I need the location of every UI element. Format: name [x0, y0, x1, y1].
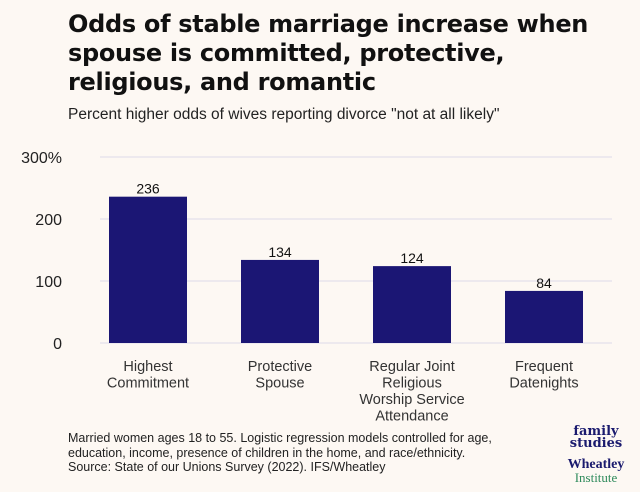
- bar: [373, 266, 451, 343]
- y-tick-label: 200: [35, 212, 62, 229]
- data-label: 84: [536, 275, 552, 291]
- footnote-source: Source: State of our Unions Survey (2022…: [68, 460, 386, 474]
- data-label: 124: [400, 250, 424, 266]
- y-tick-label: 0: [53, 336, 62, 353]
- bars: [109, 196, 583, 343]
- x-tick-label-line: Datenights: [509, 376, 578, 392]
- x-tick-label: Frequent Datenights: [509, 359, 578, 392]
- bar-chart: 0 100 200 300% 236 134 124 84 Highest Commitmen…: [21, 150, 612, 425]
- wheatley-institute-logo: Wheatley Institute: [556, 457, 636, 485]
- bar: [109, 196, 187, 343]
- y-tick-label: 100: [35, 274, 62, 291]
- logo-studies-text: studies: [569, 436, 623, 451]
- chart-subtitle: Percent higher odds of wives reporting d…: [68, 106, 500, 123]
- logo-family-text: family: [573, 424, 619, 439]
- x-tick-label-line: Worship Service: [359, 392, 464, 408]
- x-tick-label-line: Regular Joint: [369, 359, 454, 375]
- chart-title: Odds of stable marriage increase when sp…: [68, 10, 589, 96]
- bar: [241, 259, 319, 343]
- x-tick-label-line: Spouse: [255, 376, 304, 392]
- x-tick-label: Regular Joint Religious Worship Service Att…: [359, 359, 464, 425]
- x-tick-label-line: Commitment: [107, 376, 189, 392]
- footnote-line-2: education, income, presence of children …: [68, 445, 466, 460]
- family-studies-logo: family studies: [560, 424, 632, 451]
- logo-institute-text: Institute: [574, 470, 618, 485]
- data-label: 236: [136, 181, 160, 197]
- x-tick-label: Highest Commitment: [107, 359, 189, 392]
- footnote-line-1: Married women ages 18 to 55. Logistic re…: [68, 431, 492, 445]
- y-axis-tick-labels: 0 100 200 300%: [21, 150, 62, 353]
- data-label: 134: [268, 244, 292, 260]
- x-axis-tick-labels: Highest Commitment Protective Spouse Regular…: [107, 359, 579, 425]
- x-tick-label-line: Religious: [382, 376, 442, 392]
- y-tick-label: 300%: [21, 150, 62, 167]
- x-tick-label: Protective Spouse: [248, 359, 312, 392]
- x-tick-label-line: Protective: [248, 359, 312, 375]
- bar: [505, 290, 583, 343]
- logo-wheatley-text: Wheatley: [567, 457, 625, 472]
- x-tick-label-line: Highest: [123, 359, 172, 375]
- data-labels: 236 134 124 84: [136, 181, 552, 291]
- x-tick-label-line: Frequent: [515, 359, 573, 375]
- footnote: Married women ages 18 to 55. Logistic re…: [68, 431, 548, 475]
- x-tick-label-line: Attendance: [375, 409, 448, 425]
